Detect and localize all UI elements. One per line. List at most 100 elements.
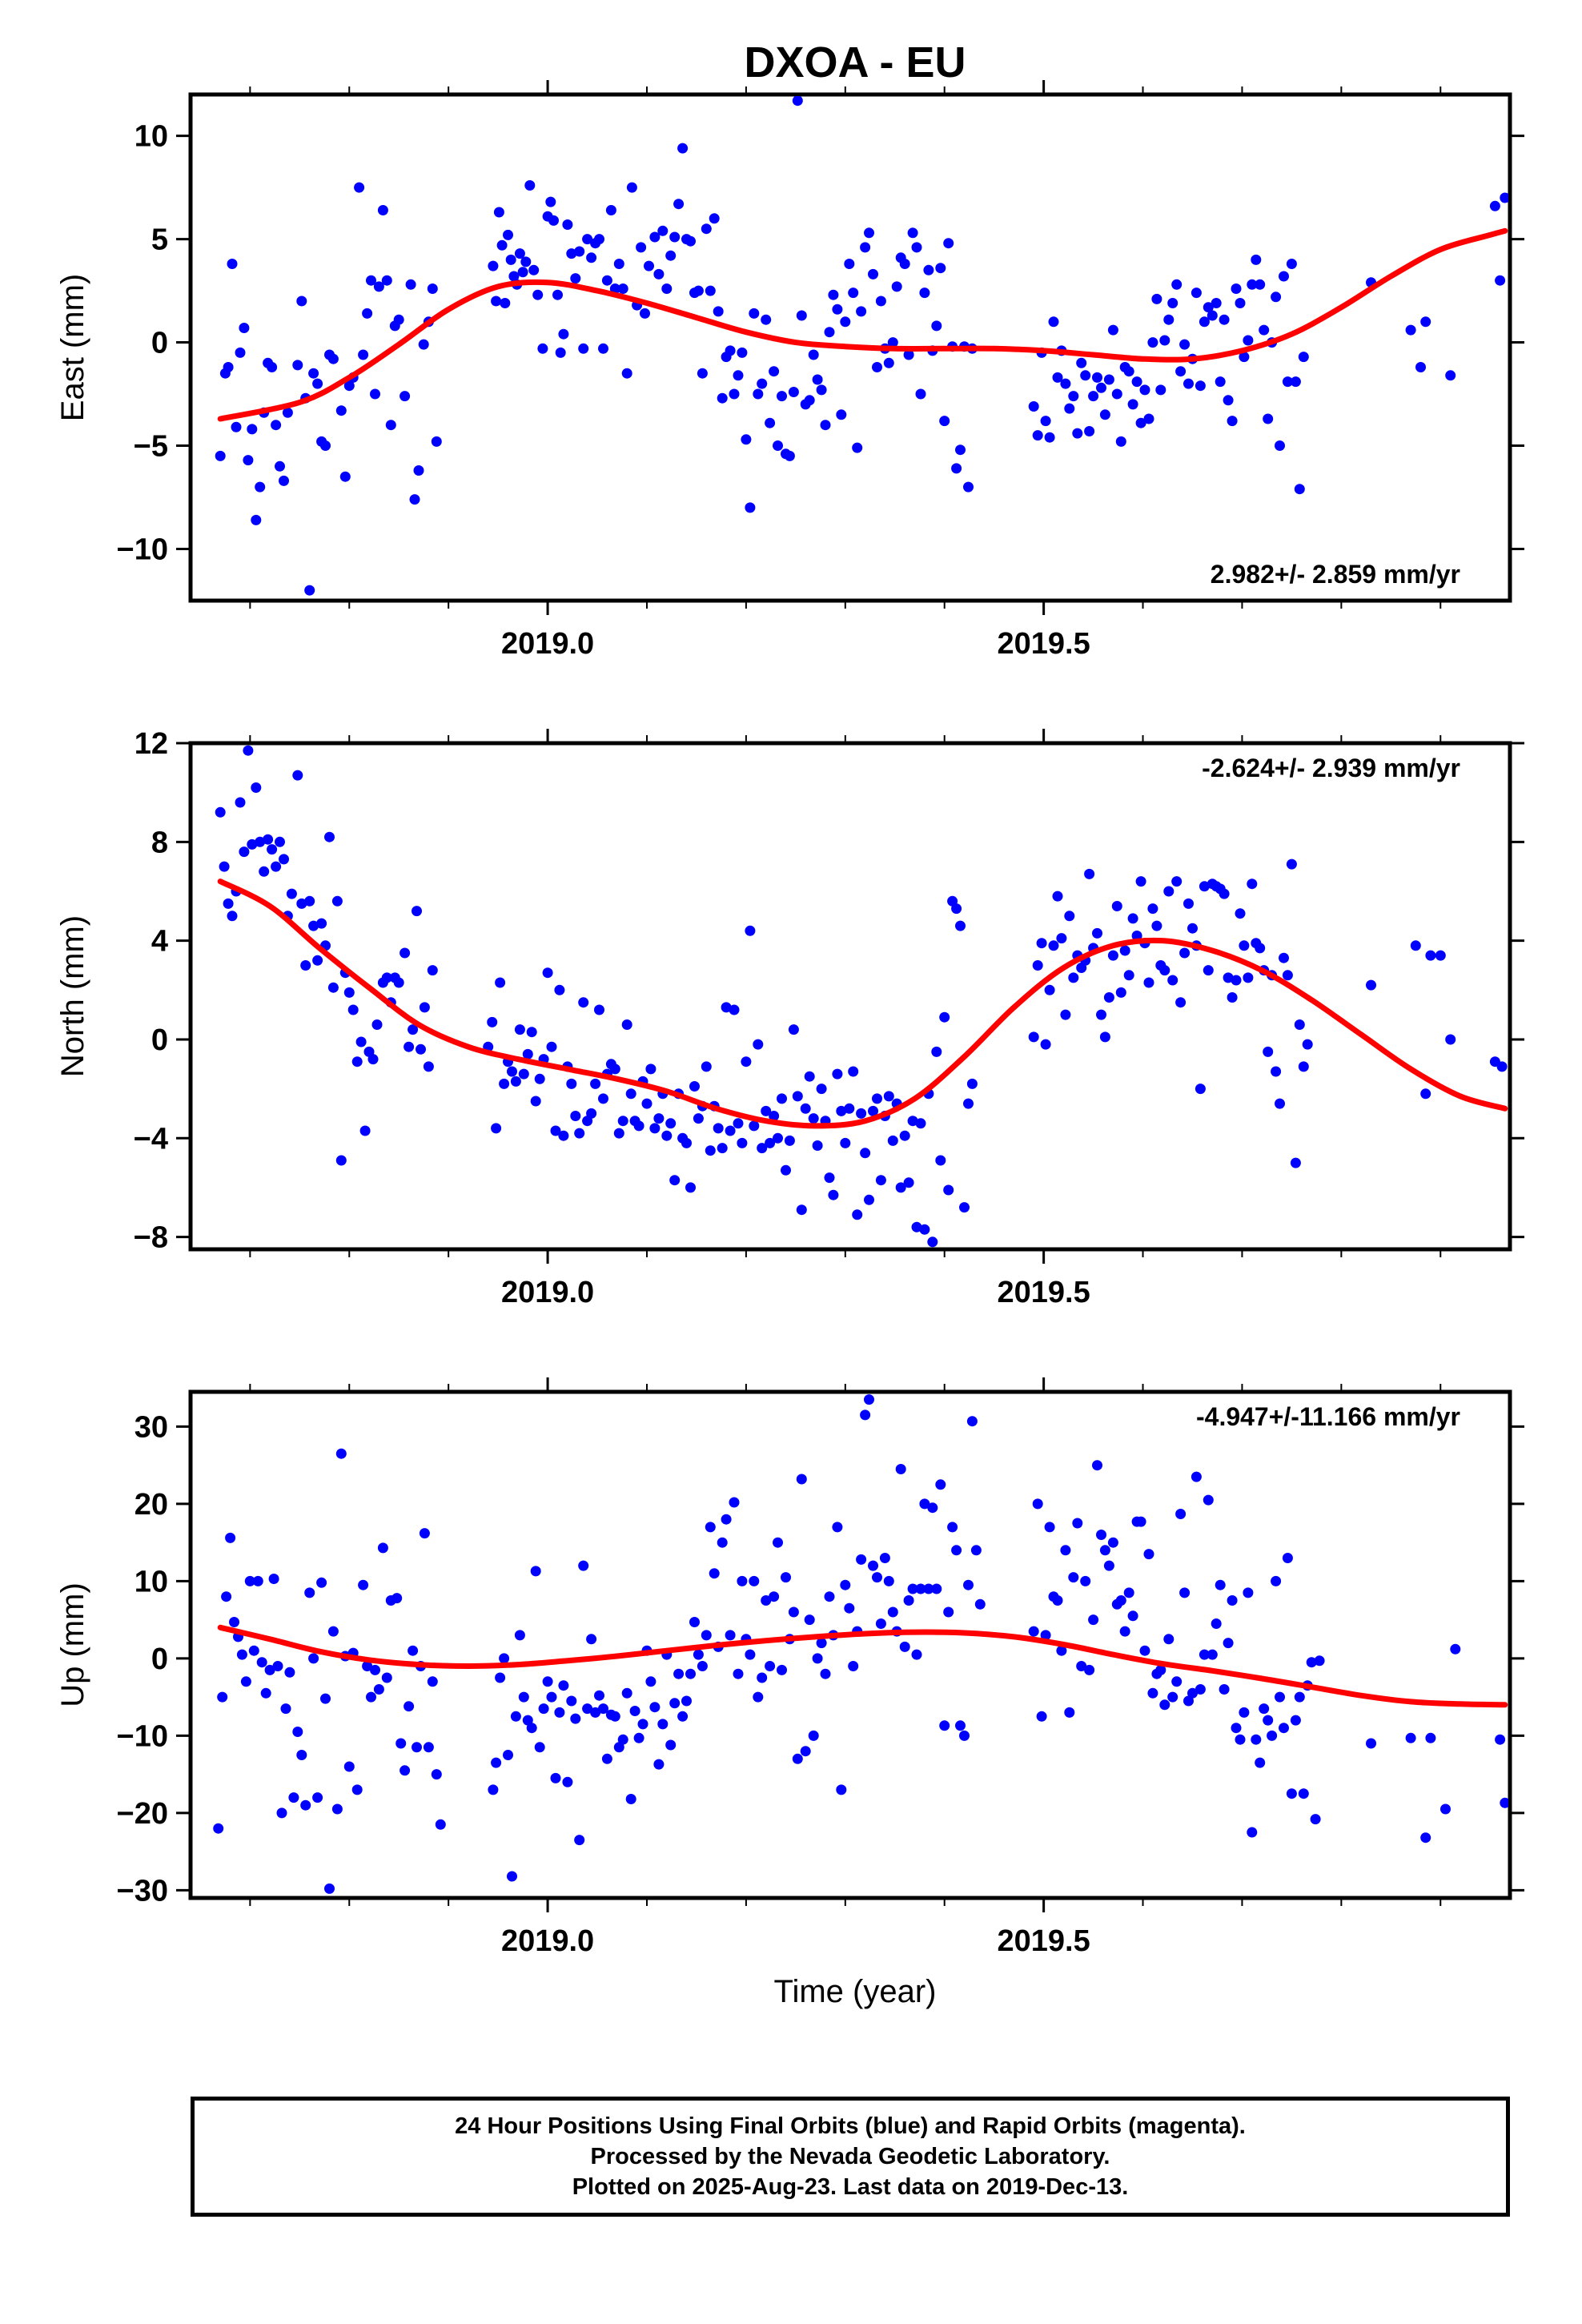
data-point bbox=[1167, 975, 1178, 986]
data-point bbox=[729, 388, 740, 400]
data-point bbox=[860, 1148, 871, 1159]
data-point bbox=[856, 1554, 867, 1565]
data-point bbox=[404, 1701, 415, 1712]
data-point bbox=[1219, 1684, 1230, 1695]
data-point bbox=[1147, 1687, 1158, 1699]
data-point bbox=[247, 424, 258, 435]
data-point bbox=[1495, 275, 1506, 286]
data-point bbox=[800, 1103, 811, 1114]
data-point bbox=[685, 235, 696, 247]
data-point bbox=[1123, 970, 1134, 981]
data-point bbox=[970, 1545, 982, 1556]
data-point bbox=[761, 1105, 772, 1116]
y-tick-label: −20 bbox=[117, 1797, 168, 1831]
data-point bbox=[1111, 388, 1122, 400]
data-point bbox=[784, 450, 795, 461]
data-point bbox=[598, 1703, 608, 1715]
data-point bbox=[804, 395, 815, 406]
data-point bbox=[400, 1765, 411, 1776]
data-point bbox=[327, 1626, 339, 1637]
data-point bbox=[327, 982, 339, 993]
data-point bbox=[693, 1649, 704, 1660]
data-point bbox=[963, 1098, 974, 1109]
data-point bbox=[629, 1706, 640, 1716]
data-point bbox=[288, 1792, 299, 1803]
data-point bbox=[324, 1883, 335, 1894]
data-point bbox=[788, 1024, 799, 1035]
data-point bbox=[665, 1118, 677, 1129]
data-point bbox=[1044, 984, 1055, 995]
data-point bbox=[1290, 1715, 1301, 1726]
data-point bbox=[528, 264, 540, 275]
data-point bbox=[1255, 279, 1266, 290]
data-point bbox=[915, 388, 926, 400]
data-point bbox=[828, 289, 839, 300]
data-point bbox=[373, 1684, 384, 1695]
data-point bbox=[617, 1734, 628, 1745]
data-point bbox=[943, 1184, 954, 1196]
data-point bbox=[312, 955, 323, 966]
data-point bbox=[737, 347, 748, 358]
data-point bbox=[259, 866, 270, 877]
data-point bbox=[1259, 324, 1270, 336]
data-point bbox=[836, 409, 847, 420]
data-point bbox=[609, 1063, 620, 1075]
data-point bbox=[903, 349, 914, 360]
data-point bbox=[331, 895, 343, 907]
data-point bbox=[1056, 1645, 1067, 1656]
data-point bbox=[370, 388, 380, 400]
data-point bbox=[488, 260, 499, 271]
data-point bbox=[705, 1522, 716, 1533]
data-point bbox=[1040, 1630, 1051, 1641]
data-point bbox=[1115, 1595, 1126, 1606]
data-point bbox=[554, 984, 565, 995]
data-point bbox=[1243, 972, 1254, 983]
data-point bbox=[1084, 868, 1095, 879]
data-point bbox=[1223, 395, 1234, 406]
data-point bbox=[1219, 888, 1230, 899]
data-point bbox=[800, 1746, 811, 1757]
panel-up: 2019.0 2019.5 30 20 10 0 −10 −20 −30 Up (mm) -4.94… bbox=[55, 1377, 1524, 1958]
data-point bbox=[1044, 432, 1055, 443]
data-point bbox=[393, 977, 404, 988]
data-point bbox=[412, 906, 422, 917]
data-point bbox=[275, 460, 285, 472]
data-point bbox=[427, 1676, 438, 1687]
data-point bbox=[1072, 428, 1083, 439]
data-point bbox=[227, 259, 238, 269]
data-point bbox=[231, 421, 242, 432]
data-point bbox=[633, 1120, 644, 1132]
data-point bbox=[518, 1691, 529, 1703]
data-point bbox=[1235, 1734, 1246, 1745]
data-point bbox=[868, 1105, 878, 1116]
data-point bbox=[320, 1693, 331, 1704]
data-point bbox=[1107, 1537, 1118, 1548]
data-point bbox=[1139, 384, 1150, 396]
data-point bbox=[582, 234, 593, 245]
data-point bbox=[1064, 911, 1075, 922]
data-point bbox=[1271, 1066, 1282, 1077]
x-tick-label: 2019.5 bbox=[998, 1924, 1090, 1958]
data-point bbox=[864, 1194, 874, 1205]
data-point bbox=[1195, 1084, 1206, 1095]
data-point bbox=[1052, 891, 1063, 902]
data-point bbox=[709, 1568, 720, 1579]
data-point bbox=[959, 1730, 970, 1741]
plot-frame bbox=[188, 1389, 1512, 1900]
data-point bbox=[1072, 1518, 1083, 1529]
data-point bbox=[808, 349, 819, 360]
data-point bbox=[868, 1560, 878, 1571]
data-point bbox=[267, 844, 278, 855]
data-point bbox=[499, 1653, 510, 1664]
data-point bbox=[405, 279, 416, 290]
data-point bbox=[864, 1394, 874, 1405]
data-point bbox=[408, 1024, 419, 1035]
data-point bbox=[1255, 1757, 1266, 1768]
data-point bbox=[514, 1630, 525, 1641]
data-point bbox=[1496, 1061, 1508, 1072]
data-point bbox=[229, 1617, 239, 1627]
data-point bbox=[657, 1719, 669, 1730]
data-point bbox=[911, 1221, 922, 1232]
data-point bbox=[327, 353, 339, 364]
data-point bbox=[300, 1799, 311, 1811]
